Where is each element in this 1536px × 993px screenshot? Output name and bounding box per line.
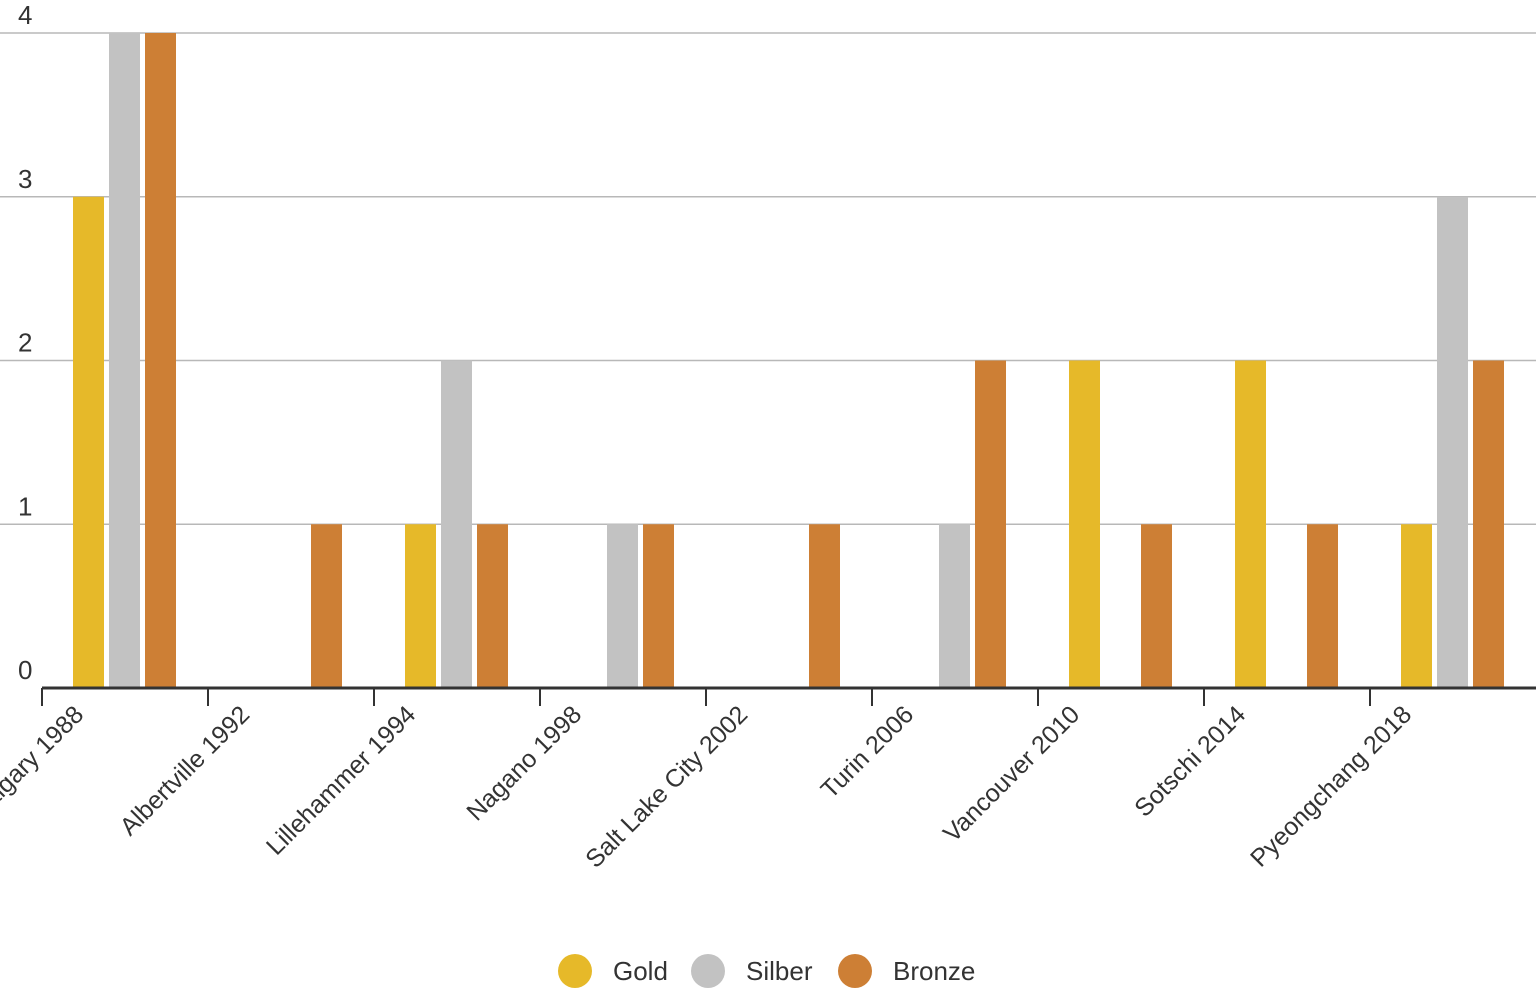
bar-bronze[interactable] (145, 33, 176, 688)
y-tick-label: 1 (18, 491, 32, 521)
x-tick-label: Calgary 1988 (0, 700, 89, 825)
bar-bronze[interactable] (809, 524, 840, 688)
legend-swatch (691, 954, 725, 988)
y-tick-label: 4 (18, 0, 32, 30)
bar-bronze[interactable] (311, 524, 342, 688)
y-axis-ticks: 0 1 2 3 4 (18, 0, 32, 685)
legend-item-silber[interactable]: Silber (691, 954, 813, 988)
bar-gold[interactable] (1401, 524, 1432, 688)
legend-label: Bronze (893, 956, 975, 986)
bar-silber[interactable] (607, 524, 638, 688)
bar-silber[interactable] (939, 524, 970, 688)
bar-bronze[interactable] (477, 524, 508, 688)
x-axis-ticks: Calgary 1988 Albertville 1992 Lillehammer … (0, 688, 1417, 874)
x-tick-label: Salt Lake City 2002 (580, 700, 753, 873)
x-tick-label: Lillehammer 1994 (261, 700, 421, 860)
bar-gold[interactable] (1069, 360, 1100, 689)
gridlines (0, 32, 1536, 525)
bar-bronze[interactable] (1307, 524, 1338, 688)
bar-silber[interactable] (109, 33, 140, 688)
bar-bronze[interactable] (643, 524, 674, 688)
x-tick-label: Sotschi 2014 (1129, 700, 1251, 822)
legend-item-gold[interactable]: Gold (558, 954, 668, 988)
legend-swatch (838, 954, 872, 988)
legend-label: Gold (613, 956, 668, 986)
bar-gold[interactable] (405, 524, 436, 688)
bar-bronze[interactable] (975, 360, 1006, 689)
bar-silber[interactable] (441, 360, 472, 689)
legend-swatch (558, 954, 592, 988)
y-tick-label: 0 (18, 655, 32, 685)
y-tick-label: 2 (18, 328, 32, 358)
x-tick-label: Turin 2006 (816, 700, 920, 804)
x-tick-label: Nagano 1998 (461, 700, 587, 826)
bars (73, 33, 1504, 688)
legend[interactable]: Gold Silber Bronze (558, 954, 975, 988)
bar-gold[interactable] (73, 196, 104, 688)
bar-gold[interactable] (1235, 360, 1266, 689)
x-tick-label: Pyeongchang 2018 (1245, 700, 1417, 872)
legend-item-bronze[interactable]: Bronze (838, 954, 975, 988)
bar-bronze[interactable] (1141, 524, 1172, 688)
y-tick-label: 3 (18, 164, 32, 194)
x-tick-label: Vancouver 2010 (938, 700, 1085, 847)
legend-label: Silber (746, 956, 813, 986)
x-tick-label: Albertville 1992 (115, 700, 256, 841)
bar-silber[interactable] (1437, 196, 1468, 688)
bar-bronze[interactable] (1473, 360, 1504, 689)
